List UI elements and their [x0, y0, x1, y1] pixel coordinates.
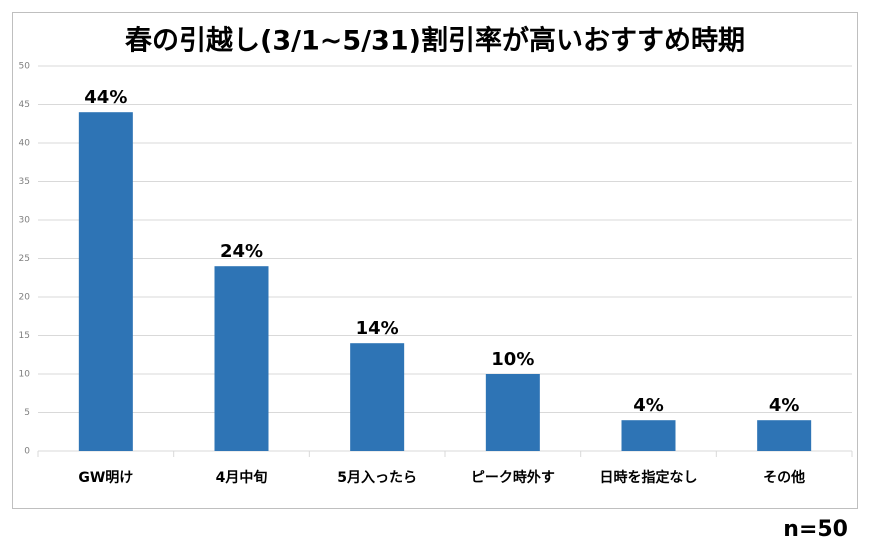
- chart-title: 春の引越し(3/1~5/31)割引率が高いおすすめ時期: [125, 25, 745, 57]
- x-tick-label: 4月中旬: [216, 469, 268, 486]
- y-tick-label: 30: [19, 216, 31, 226]
- y-tick-label: 45: [19, 100, 30, 110]
- x-tick-label: 日時を指定なし: [600, 469, 698, 486]
- bar: [621, 420, 676, 451]
- bar: [78, 112, 133, 451]
- annotation: n=50: [783, 517, 848, 542]
- x-tick-label: GW明け: [78, 470, 133, 486]
- y-tick-label: 0: [24, 447, 30, 457]
- y-tick-label: 10: [19, 370, 31, 380]
- y-tick-label: 35: [19, 177, 30, 187]
- y-tick-label: 40: [19, 139, 31, 149]
- y-tick-label: 25: [19, 254, 30, 264]
- x-tick-label: その他: [763, 469, 805, 486]
- data-label: 4%: [769, 395, 800, 416]
- y-tick-label: 5: [24, 408, 30, 418]
- data-label: 14%: [356, 318, 399, 339]
- y-tick-label: 50: [19, 62, 31, 72]
- data-label: 44%: [84, 87, 127, 108]
- x-tick-label: ピーク時外す: [471, 469, 555, 486]
- y-tick-label: 15: [19, 331, 30, 341]
- data-label: 10%: [491, 349, 534, 370]
- bar: [214, 266, 269, 451]
- x-tick-label: 5月入ったら: [337, 470, 417, 486]
- chart-border: [12, 12, 858, 509]
- data-label: 24%: [220, 241, 263, 262]
- bar: [350, 343, 405, 451]
- bar: [757, 420, 812, 451]
- bar: [485, 374, 540, 451]
- data-label: 4%: [633, 395, 664, 416]
- y-tick-label: 20: [19, 293, 31, 303]
